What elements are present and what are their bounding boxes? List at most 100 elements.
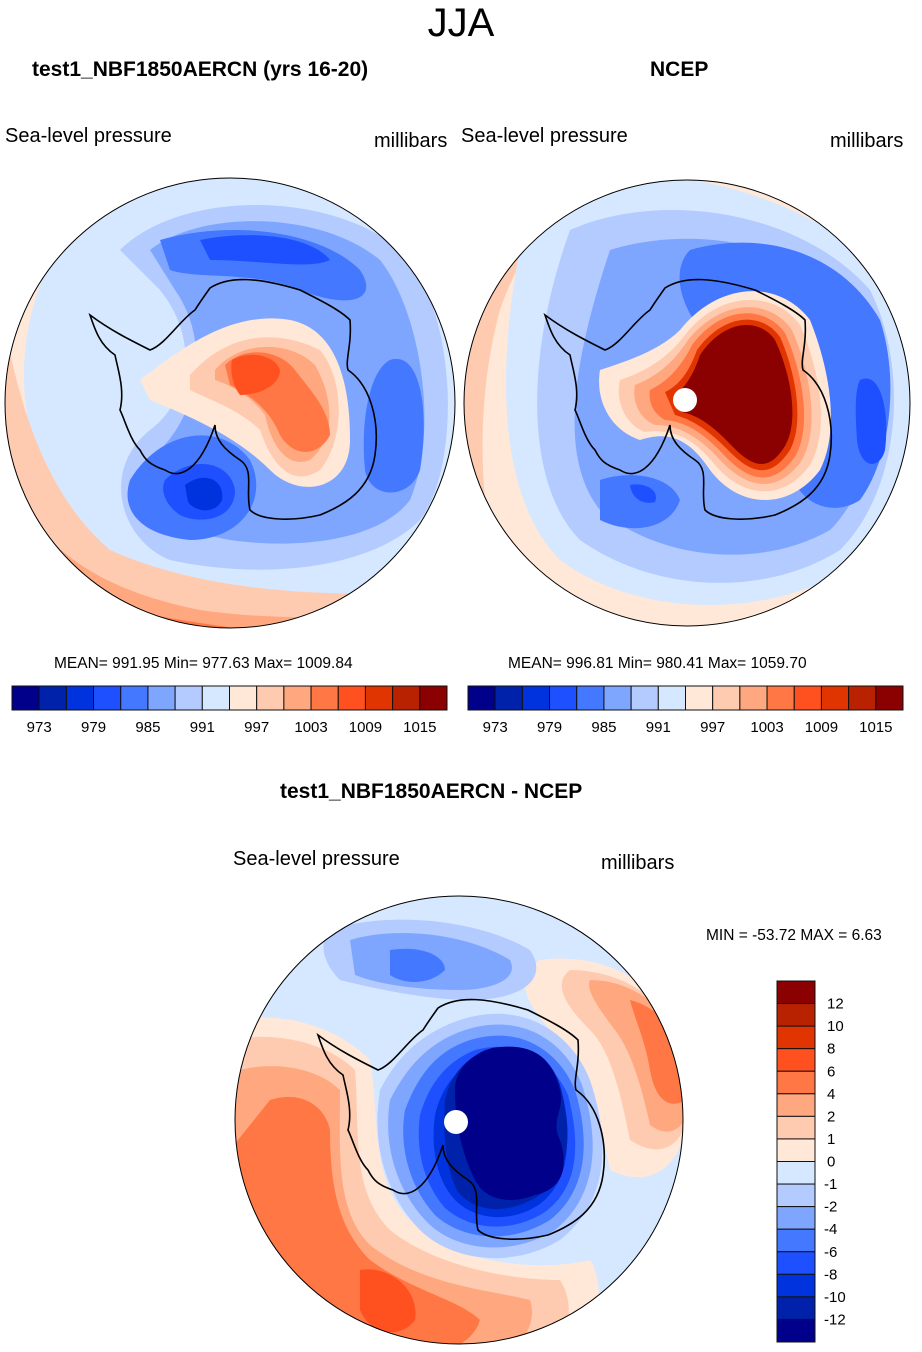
- panel3-colorbar-tick-label: -12: [824, 1311, 846, 1328]
- panel2-map: [463, 179, 911, 627]
- panel2-colorbar-box: [820, 685, 850, 711]
- panel1-colorbar-box: [65, 685, 95, 711]
- panel3-colorbar-tick-label: 1: [827, 1131, 835, 1148]
- panel1-colorbar-tick-label: 1015: [403, 719, 436, 736]
- panel1-colorbar-box: [174, 685, 203, 711]
- panel2-colorbar-tick-label: 973: [483, 719, 508, 736]
- panel1-colorbar-box: [283, 685, 312, 711]
- panel2-colorbar-tick-label: 1003: [750, 719, 783, 736]
- panel1-colorbar-box: [38, 685, 67, 711]
- panel2-colorbar-box: [848, 685, 877, 711]
- panel2-colorbar-tick-label: 1015: [859, 719, 892, 736]
- panel3-colorbar-box: [776, 1228, 816, 1253]
- coastline: [88, 278, 378, 520]
- panel1-colorbar-box: [11, 685, 40, 711]
- panel1-colorbar-box: [364, 685, 394, 711]
- panel1-colorbar-tick-label: 1003: [294, 719, 327, 736]
- contour-low-sw: [600, 475, 680, 529]
- panel3-colorbar-tick-label: -6: [824, 1244, 837, 1261]
- panel3-colorbar-box: [776, 1251, 816, 1275]
- coastline: [543, 278, 833, 520]
- panel3-colorbar-tick-label: -4: [824, 1221, 837, 1238]
- panel3-colorbar-tick-label: 4: [827, 1086, 835, 1103]
- contour-low-sw2: [630, 484, 656, 503]
- contour-neg-north3: [390, 948, 445, 982]
- panel1-colorbar-tick-label: 979: [81, 719, 106, 736]
- contour-high6: [675, 325, 793, 464]
- panel1-colorbar-tick-label: 991: [190, 719, 215, 736]
- panel2-stats: MEAN= 996.81 Min= 980.41 Max= 1059.70: [508, 655, 807, 672]
- panel1-units-label: millibars: [374, 130, 448, 152]
- panel3-colorbar-tick-label: 8: [827, 1041, 835, 1058]
- panel3-colorbar-box: [776, 1318, 816, 1343]
- panel2-colorbar-tick-label: 1009: [805, 719, 838, 736]
- panel1-colorbar-tick-label: 985: [135, 719, 160, 736]
- missing-data-disk: [673, 388, 697, 412]
- panel1-stats: MEAN= 991.95 Min= 977.63 Max= 1009.84: [54, 655, 353, 672]
- panel1-colorbar-box: [120, 685, 149, 711]
- panel1-colorbar-box: [201, 685, 230, 711]
- contour-low-east: [363, 358, 424, 493]
- panel3-colorbar-box: [776, 1183, 816, 1208]
- panel2-colorbar-box: [739, 685, 768, 711]
- panel2-colorbar-box: [549, 685, 578, 711]
- panel3-colorbar-box: [776, 1161, 816, 1185]
- panel3-colorbar-tick-label: -8: [824, 1266, 837, 1283]
- panel2-colorbar-box: [793, 685, 822, 711]
- panel2-colorbar-box: [603, 685, 632, 711]
- panel1-colorbar-box: [337, 685, 366, 711]
- figure-title: JJA: [427, 1, 495, 45]
- panel2-colorbar-box: [766, 685, 795, 711]
- panel3-colorbar-box: [776, 1206, 816, 1230]
- panel1-colorbar-box: [147, 685, 176, 711]
- contour-high5: [231, 354, 280, 395]
- contour-pos-east4: [630, 1000, 683, 1104]
- contour-pos-west5: [360, 1269, 416, 1333]
- panel3-colorbar-box: [776, 1003, 816, 1027]
- panel2-colorbar-box: [875, 685, 904, 711]
- panel3-colorbar-box: [776, 1093, 816, 1117]
- panel2-colorbar-box: [467, 685, 496, 711]
- panel2-colorbar-tick-label: 991: [646, 719, 671, 736]
- panel1-colorbar-tick-label: 997: [244, 719, 269, 736]
- panel3-colorbar-tick-label: -1: [824, 1176, 837, 1193]
- panel2-variable-label: Sea-level pressure: [461, 125, 628, 147]
- contour-outer-warm2: [5, 300, 455, 628]
- panel2-colorbar-box: [657, 685, 686, 711]
- panel1-colorbar-box: [392, 685, 421, 711]
- panel3-colorbar-box: [776, 1070, 816, 1095]
- panel3-colorbar-tick-label: 6: [827, 1063, 835, 1080]
- panel1-colorbar: 973 979 985 991 997 1003 1009 1015: [11, 685, 448, 736]
- panel1-colorbar-tick-label: 973: [27, 719, 52, 736]
- panel3-colorbar-box: [776, 1048, 816, 1072]
- panel1-variable-label: Sea-level pressure: [5, 125, 172, 147]
- panel1-colorbar-box: [229, 685, 258, 711]
- panel2-colorbar-box: [630, 685, 659, 711]
- panel3-colorbar-tick-label: 2: [827, 1108, 835, 1125]
- panel3-colorbar-box: [776, 1273, 816, 1298]
- panel1-colorbar-box: [93, 685, 122, 711]
- panel1-colorbar-box: [419, 685, 448, 711]
- panel2-colorbar-box: [521, 685, 551, 711]
- panel3-title: test1_NBF1850AERCN - NCEP: [280, 780, 583, 803]
- panel2-colorbar-tick-label: 985: [591, 719, 616, 736]
- panel1-colorbar-box: [310, 685, 339, 711]
- panel1-title: test1_NBF1850AERCN (yrs 16-20): [32, 58, 369, 81]
- panel1-colorbar-box: [256, 685, 285, 711]
- panel3-colorbar-tick-label: 10: [827, 1018, 844, 1035]
- panel2-colorbar-tick-label: 997: [700, 719, 725, 736]
- panel2-colorbar-tick-label: 979: [537, 719, 562, 736]
- panel2-title: NCEP: [650, 58, 709, 81]
- panel3-colorbar-box: [776, 1025, 816, 1050]
- panel3-stats: MIN = -53.72 MAX = 6.63: [706, 927, 882, 944]
- panel2-colorbar-box: [712, 685, 741, 711]
- contour-neg-core: [455, 1046, 564, 1200]
- map-boundary: [4, 177, 456, 629]
- contour-low-e: [855, 378, 887, 464]
- contour-low-north: [200, 235, 330, 265]
- panel1-colorbar-tick-label: 1009: [349, 719, 382, 736]
- missing-data-disk: [444, 1110, 468, 1134]
- map-boundary: [463, 179, 911, 627]
- panel3-colorbar-tick-label: -10: [824, 1289, 846, 1306]
